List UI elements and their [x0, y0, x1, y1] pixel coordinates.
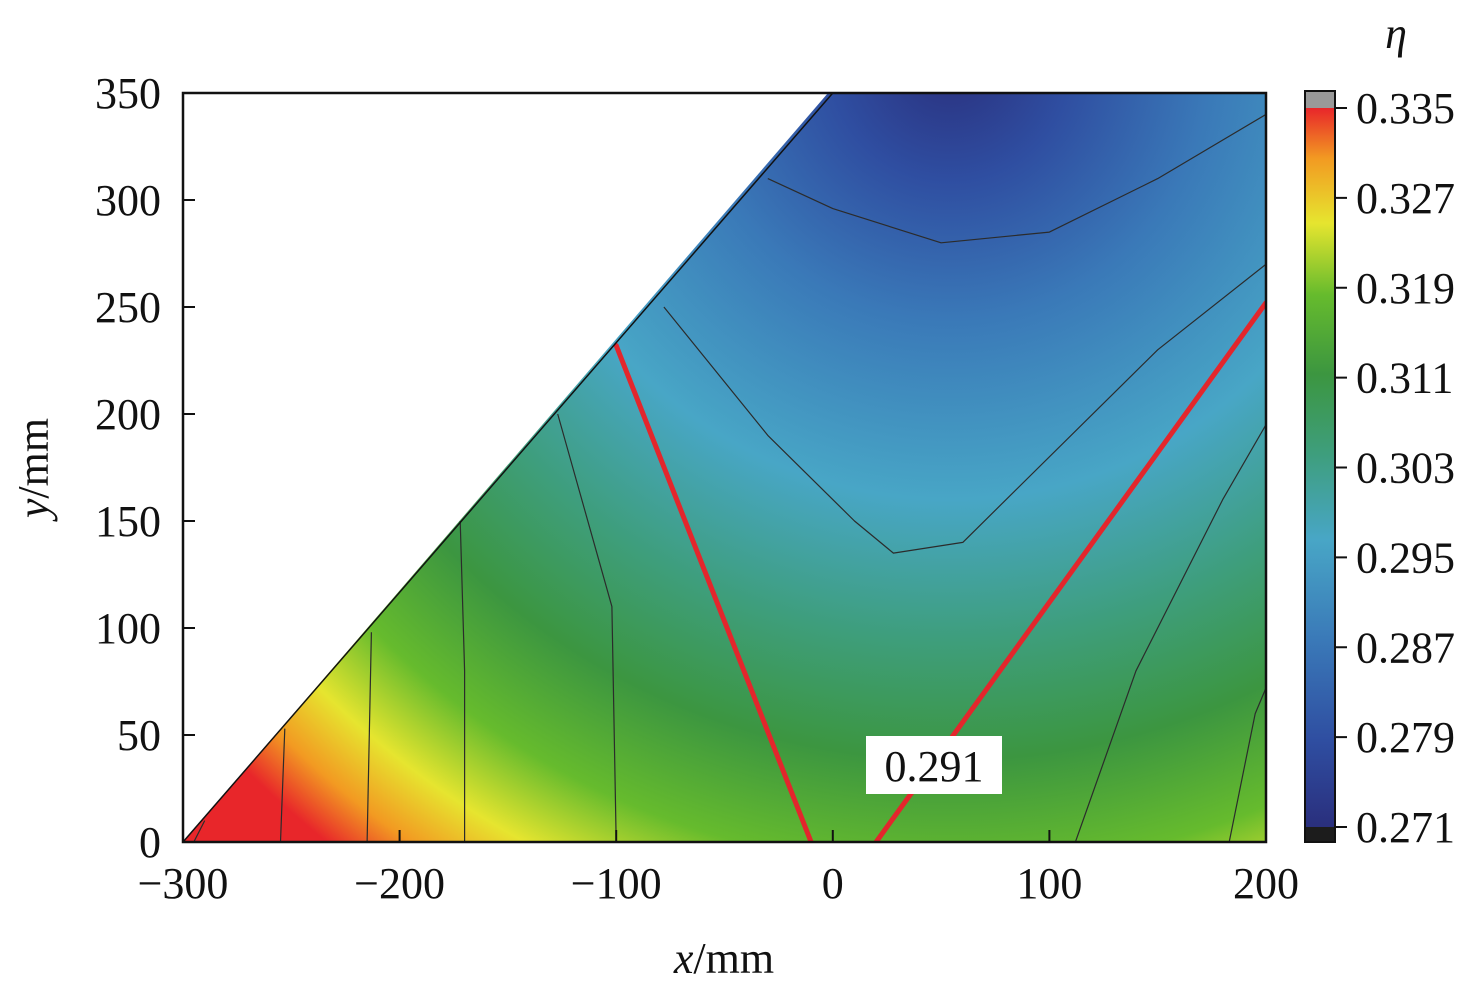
colorbar-top-cap: [1305, 91, 1335, 108]
x-axis-label: x/mm: [673, 934, 774, 983]
colorbar-tick-label: 0.279: [1356, 713, 1455, 762]
y-axis-label: y/mm: [9, 418, 58, 522]
y-axis-ticks: 0 50 100 150 200 250 300 350: [95, 69, 195, 867]
colorbar-tick-label: 0.271: [1356, 803, 1455, 852]
x-axis-unit: /mm: [693, 934, 774, 983]
colorbar-scale: [1305, 108, 1335, 827]
contour-line-3: [459, 520, 466, 842]
contour-line-2: [366, 632, 372, 842]
y-tick-label: 150: [95, 497, 161, 546]
domain-edge-line: [182, 92, 834, 843]
contour-line-4: [557, 413, 617, 842]
x-axis-var: x: [673, 934, 694, 983]
contour-line-5: [663, 263, 1266, 554]
contour-label: 0.291: [885, 742, 984, 791]
highlight-contour-left: [613, 343, 814, 842]
y-tick-label: 300: [95, 176, 161, 225]
x-tick-label: 0: [822, 859, 844, 908]
colorbar-tick-label: 0.287: [1356, 623, 1455, 672]
x-tick-label: −200: [354, 859, 445, 908]
y-tick-label: 100: [95, 604, 161, 653]
colorbar-tick-label: 0.335: [1356, 84, 1455, 133]
contour-line-8: [1228, 687, 1266, 842]
colorbar-tick-label: 0.319: [1356, 264, 1455, 313]
contour-lines: [193, 113, 1266, 842]
y-tick-label: 200: [95, 390, 161, 439]
y-tick-label: 250: [95, 283, 161, 332]
contour-line-6: [767, 113, 1266, 244]
x-tick-label: −100: [571, 859, 662, 908]
x-tick-label: −300: [138, 859, 229, 908]
y-axis-var: y: [9, 498, 58, 522]
colorbar-tick-label: 0.311: [1356, 354, 1453, 403]
colorbar-tick-label: 0.327: [1356, 174, 1455, 223]
y-tick-label: 0: [139, 818, 161, 867]
plot-frame: [181, 91, 1268, 844]
y-tick-label: 350: [95, 69, 161, 118]
x-axis-ticks: −300 −200 −100 0 100 200: [138, 830, 1299, 908]
colorbar-ticks: 0.335 0.327 0.319 0.311 0.303 0.295 0.287 0.279…: [1335, 84, 1455, 852]
x-tick-label: 100: [1016, 859, 1082, 908]
colorbar-tick-label: 0.295: [1356, 533, 1455, 582]
colorbar: η 0.335 0.327 0.319 0.311 0.303 0.295 0.287 0.2…: [1304, 9, 1455, 852]
contour-label-box: 0.291: [866, 736, 1002, 794]
y-axis-unit: /mm: [9, 418, 58, 499]
x-tick-label: 200: [1233, 859, 1299, 908]
y-tick-label: 50: [117, 711, 161, 760]
contour-line-1: [279, 728, 286, 842]
colorbar-bottom-cap: [1305, 827, 1335, 842]
contour-line-0: [193, 820, 206, 842]
contour-field: [183, 93, 1266, 842]
colorbar-title: η: [1385, 9, 1407, 58]
colorbar-tick-label: 0.303: [1356, 444, 1455, 493]
contour-line-7: [1074, 424, 1266, 842]
